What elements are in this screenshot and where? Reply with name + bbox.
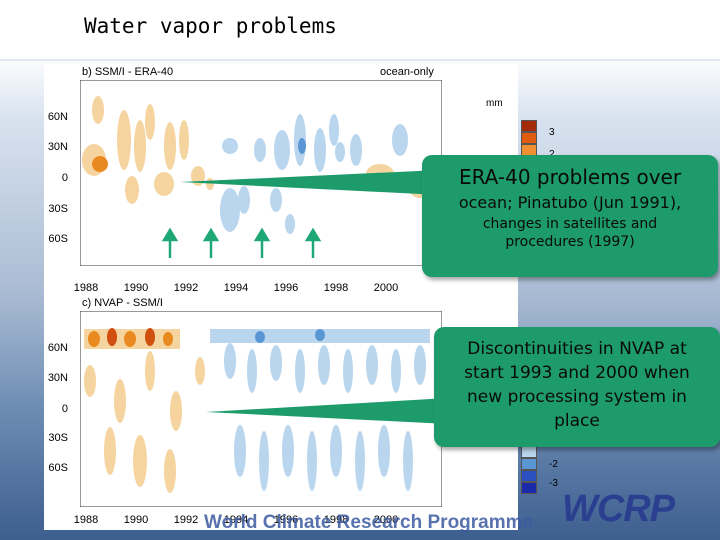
panel-c-lat-0: 0 [61, 403, 68, 415]
panel-c-year-2000: 2000 [373, 514, 399, 526]
panel-b-label: b) SSM/I - ERA-40 [82, 66, 174, 78]
panel-b-lat-30s: 30S [48, 203, 68, 215]
colorbar-c-swatch-3 [521, 470, 537, 482]
panel-c-label: c) NVAP - SSM/I [82, 297, 163, 309]
colorbar-b-swatch-2 [521, 132, 537, 144]
colorbar-b-label-3: 3 [549, 127, 555, 138]
panel-b-lat-60n: 60N [47, 111, 68, 123]
callout-era40-pointer [180, 170, 440, 195]
colorbar-b-label-2: 2 [549, 149, 555, 160]
panel-b-units: mm [486, 98, 503, 109]
panel-c-year-1992: 1992 [173, 514, 199, 526]
panel-c-year-1994: 1994 [223, 514, 249, 526]
panel-b-plot [80, 80, 442, 266]
panel-c-lat-60n: 60N [47, 342, 68, 354]
panel-b-lat-60s: 60S [48, 233, 68, 245]
colorbar-c-swatch-2 [521, 458, 537, 470]
colorbar-b-swatch-1 [521, 120, 537, 132]
callout-nvap-pointer [206, 398, 448, 424]
panel-b-lat-30n: 30N [47, 141, 68, 153]
panel-c-year-1996: 1996 [273, 514, 299, 526]
panel-b-lat-0: 0 [61, 172, 68, 184]
callout-era40-line2: ocean; Pinatubo (Jun 1991), [458, 193, 682, 212]
panel-b-year-1994: 1994 [223, 282, 249, 294]
panel-c-lat-30s: 30S [48, 432, 68, 444]
callout-nvap: Discontinuities in NVAP at start 1993 an… [434, 327, 720, 447]
colorbar-c-label-neg3: -3 [549, 478, 558, 489]
panel-c-year-1998: 1998 [323, 514, 349, 526]
panel-c-contours [84, 328, 430, 493]
wcrp-logo: WCRP [562, 488, 675, 530]
event-arrows [161, 227, 322, 258]
callout-nvap-text: Discontinuities in NVAP at start 1993 an… [464, 339, 690, 431]
callout-era40-line3: changes in satellites and procedures (19… [482, 216, 658, 250]
colorbar-c-swatch-4 [521, 482, 537, 494]
panel-c-lat-30n: 30N [47, 372, 68, 384]
watermark-text: World Climate Research Programme [204, 512, 534, 533]
slide-title: Water vapor problems [84, 14, 337, 38]
panel-c-lat-60s: 60S [48, 462, 68, 474]
colorbar-c-label-neg2: -2 [549, 459, 558, 470]
panel-c-year-1990: 1990 [123, 514, 149, 526]
panel-b-year-1996: 1996 [273, 282, 299, 294]
callout-era40: ERA-40 problems over ocean; Pinatubo (Ju… [422, 155, 718, 277]
panel-c-year-1988: 1988 [73, 514, 99, 526]
panel-b-year-1988: 1988 [73, 282, 99, 294]
panel-b-year-1992: 1992 [173, 282, 199, 294]
figure-panel: b) SSM/I - ERA-40 ocean-only mm [44, 64, 558, 530]
panel-b-year-2000: 2000 [373, 282, 399, 294]
panel-b-year-1990: 1990 [123, 282, 149, 294]
panel-b-year-1998: 1998 [323, 282, 349, 294]
callout-era40-line1: ERA-40 problems over [458, 165, 682, 189]
panel-b-tag: ocean-only [380, 66, 434, 78]
